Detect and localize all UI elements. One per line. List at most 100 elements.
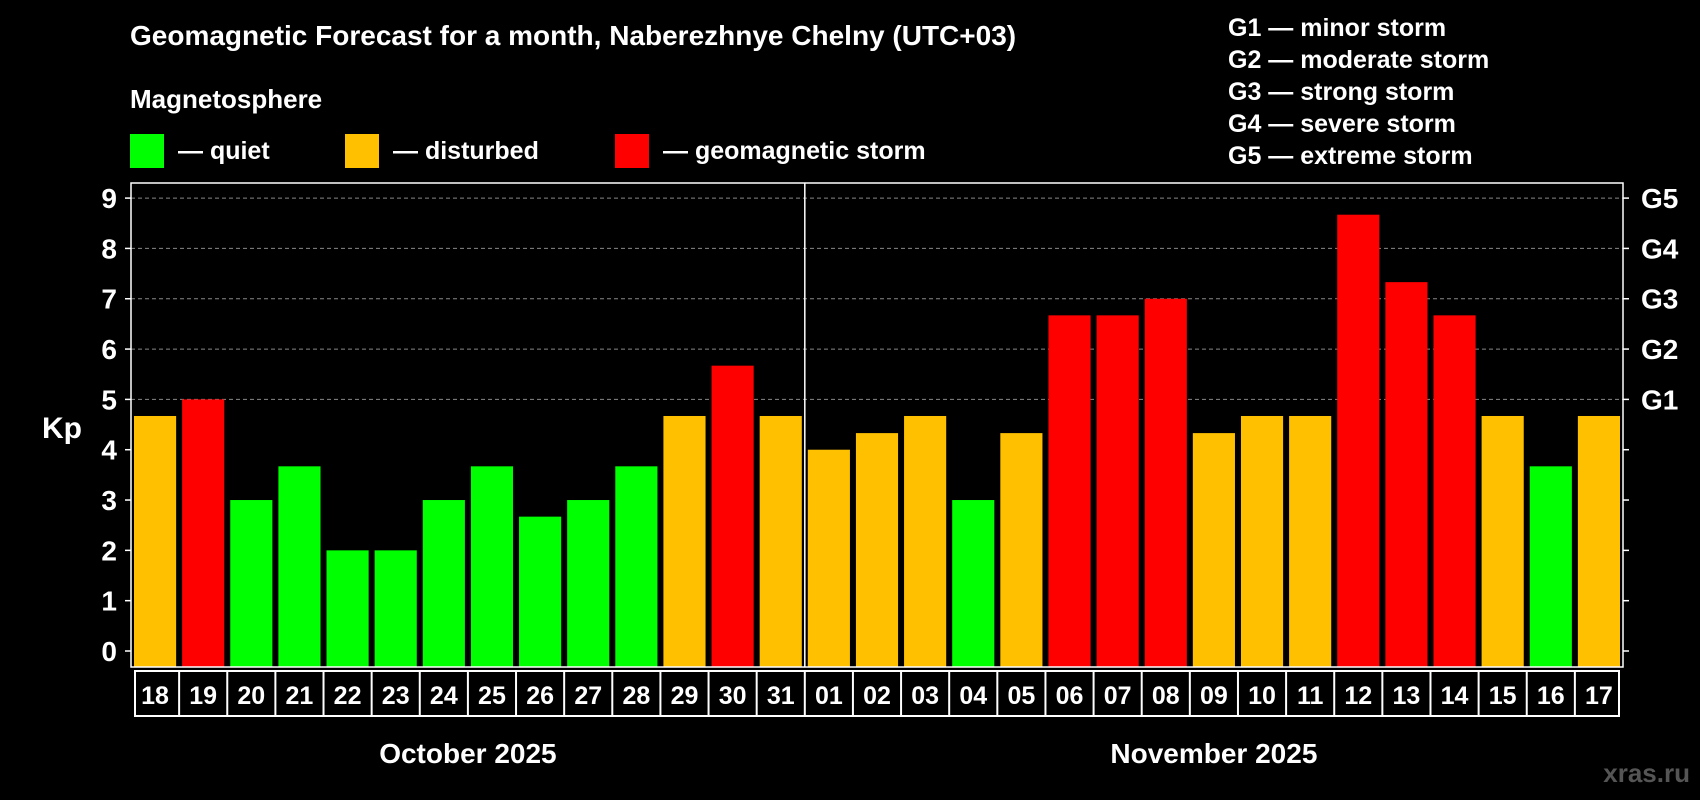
bar	[615, 466, 658, 667]
magnetosphere-label: Magnetosphere	[130, 84, 323, 114]
y-tick-label: 1	[101, 586, 117, 617]
x-tick-label: 22	[334, 682, 362, 710]
legend-storm-label: — geomagnetic storm	[663, 136, 926, 165]
x-tick-label: 01	[815, 682, 843, 710]
legend-quiet-swatch	[130, 134, 164, 168]
g-scale-item: G1 — minor storm	[1228, 14, 1447, 42]
x-tick-label: 24	[430, 682, 458, 710]
x-tick-label: 08	[1152, 682, 1180, 710]
bar	[1289, 415, 1332, 667]
x-tick-label: 28	[622, 682, 650, 710]
bar	[952, 500, 995, 667]
legend-disturbed: — disturbed	[345, 134, 539, 168]
x-tick-label: 31	[767, 682, 795, 710]
y-axis-label: Kp	[42, 412, 82, 445]
bar	[1385, 282, 1428, 667]
y-tick-label: 9	[101, 183, 117, 214]
bar	[904, 415, 947, 667]
x-tick-label: 04	[959, 682, 987, 710]
legend-disturbed-swatch	[345, 134, 379, 168]
bar	[1192, 433, 1235, 667]
g-axis-label: G4	[1641, 233, 1679, 264]
bar	[470, 466, 514, 667]
month-label: November 2025	[1110, 738, 1317, 769]
x-tick-label: 09	[1200, 682, 1228, 710]
x-tick-label: 16	[1537, 682, 1565, 710]
g-axis-label: G5	[1641, 183, 1678, 214]
bar	[278, 466, 321, 667]
y-tick-label: 5	[101, 384, 117, 415]
bar	[326, 550, 369, 667]
bar	[134, 415, 177, 667]
month-label: October 2025	[379, 738, 556, 769]
x-tick-label: 12	[1344, 682, 1372, 710]
g-axis-label: G2	[1641, 334, 1678, 365]
bar	[1529, 466, 1572, 667]
bar	[663, 415, 706, 667]
g-scale-item: G3 — strong storm	[1228, 78, 1455, 106]
bar	[1000, 433, 1043, 667]
bar	[807, 449, 850, 667]
x-tick-label: 29	[671, 682, 699, 710]
y-tick-label: 2	[101, 535, 117, 566]
x-tick-label: 20	[237, 682, 265, 710]
y-tick-label: 6	[101, 334, 117, 365]
x-tick-label: 05	[1007, 682, 1035, 710]
g-scale-item: G2 — moderate storm	[1228, 46, 1490, 74]
bar	[422, 500, 465, 667]
legend-quiet: — quiet	[130, 134, 270, 168]
x-tick-label: 26	[526, 682, 554, 710]
x-tick-label: 03	[911, 682, 939, 710]
y-tick-label: 3	[101, 485, 117, 516]
x-tick-label: 23	[382, 682, 410, 710]
y-tick-label: 4	[101, 435, 117, 466]
bar	[230, 500, 273, 667]
bar	[759, 415, 802, 667]
x-tick-label: 10	[1248, 682, 1276, 710]
x-tick-label: 02	[863, 682, 891, 710]
bar	[1240, 415, 1284, 667]
legend-quiet-label: — quiet	[178, 136, 270, 165]
bar	[1144, 298, 1187, 667]
x-tick-label: 25	[478, 682, 506, 710]
bar	[1577, 415, 1620, 667]
g-scale-item: G4 — severe storm	[1228, 110, 1456, 138]
g-scale-item: G5 — extreme storm	[1228, 142, 1473, 170]
x-tick-label: 27	[574, 682, 602, 710]
bar	[519, 516, 562, 667]
x-tick-label: 19	[189, 682, 217, 710]
bar	[711, 365, 754, 667]
g-axis-label: G3	[1641, 284, 1678, 315]
x-tick-label: 06	[1056, 682, 1084, 710]
bar	[1481, 415, 1524, 667]
x-tick-label: 11	[1297, 682, 1324, 710]
g-scale-list: G1 — minor storm G2 — moderate storm G3 …	[1228, 12, 1489, 172]
bar	[1048, 315, 1091, 667]
x-tick-label: 30	[719, 682, 747, 710]
bar	[567, 500, 610, 667]
x-tick-label: 18	[141, 682, 169, 710]
bar	[182, 399, 225, 667]
day-label-frame	[134, 670, 1620, 717]
bar	[855, 433, 899, 667]
y-tick-label: 8	[101, 233, 117, 264]
x-tick-label: 13	[1393, 682, 1421, 710]
bar	[1096, 315, 1139, 667]
x-tick-label: 15	[1489, 682, 1517, 710]
bar	[374, 550, 417, 667]
chart-title: Geomagnetic Forecast for a month, Nabere…	[130, 20, 1017, 51]
bar	[1433, 315, 1476, 667]
watermark: xras.ru	[1603, 758, 1690, 788]
legend-storm-swatch	[615, 134, 649, 168]
legend-storm: — geomagnetic storm	[615, 134, 926, 168]
legend-disturbed-label: — disturbed	[393, 136, 539, 165]
g-axis-label: G1	[1641, 384, 1678, 415]
x-tick-label: 21	[286, 682, 314, 710]
y-tick-label: 0	[101, 636, 117, 667]
y-tick-label: 7	[101, 284, 117, 315]
x-tick-label: 14	[1441, 682, 1469, 710]
x-tick-label: 07	[1104, 682, 1132, 710]
bar	[1337, 214, 1380, 667]
x-tick-label: 17	[1585, 682, 1613, 710]
